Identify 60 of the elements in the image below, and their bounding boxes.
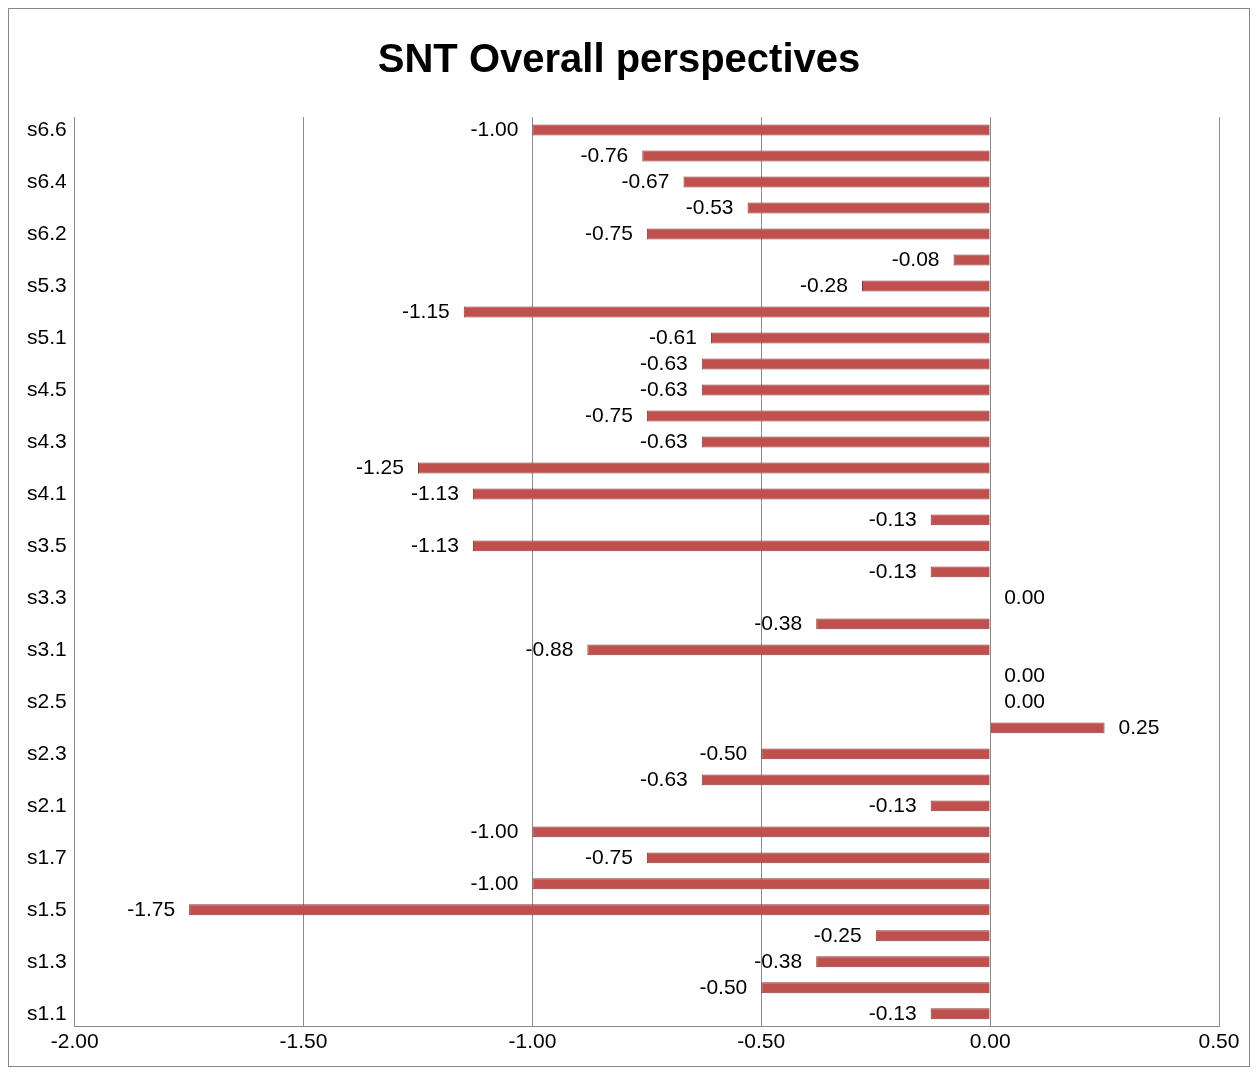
data-label: -1.25 xyxy=(356,454,404,478)
data-label: -0.75 xyxy=(584,220,633,244)
data-label: -0.50 xyxy=(699,740,748,764)
data-label: -0.67 xyxy=(621,168,670,192)
y-tick-label: s5.1 xyxy=(26,324,67,348)
data-label: -0.50 xyxy=(699,974,748,998)
data-label: -1.75 xyxy=(127,896,176,920)
x-tick-label: -0.50 xyxy=(737,1029,786,1053)
y-tick-label: s6.6 xyxy=(26,116,67,140)
data-label: -0.13 xyxy=(868,506,917,530)
data-label: -0.76 xyxy=(580,142,629,166)
data-label: -1.15 xyxy=(401,298,450,322)
y-tick-label: s3.5 xyxy=(26,532,67,556)
data-label: -1.00 xyxy=(470,870,519,894)
data-label: 0.00 xyxy=(1004,584,1046,608)
data-label: -1.00 xyxy=(470,116,519,140)
data-label: -1.00 xyxy=(470,818,519,842)
x-tick-label: 0.00 xyxy=(969,1029,1011,1053)
y-tick-label: s6.4 xyxy=(26,168,67,192)
y-tick-label: s1.3 xyxy=(26,948,67,972)
y-tick-label: s2.3 xyxy=(26,740,67,764)
data-label: -0.13 xyxy=(868,558,917,582)
y-tick-label: s3.1 xyxy=(26,636,67,660)
data-label: 0.00 xyxy=(1004,688,1046,712)
data-label: -0.38 xyxy=(754,610,803,634)
chart-title: SNT Overall perspectives xyxy=(377,36,861,81)
y-tick-label: s4.1 xyxy=(26,480,67,504)
y-tick-label: s4.3 xyxy=(26,428,67,452)
data-label: -0.63 xyxy=(639,376,688,400)
data-label: -0.63 xyxy=(639,350,688,374)
y-tick-label: s2.5 xyxy=(26,688,67,712)
data-label: -0.75 xyxy=(584,844,633,868)
data-label: -0.13 xyxy=(868,792,917,816)
y-tick-label: s4.5 xyxy=(26,376,67,400)
x-tick-label: -2.00 xyxy=(50,1029,99,1053)
x-tick-label: 0.50 xyxy=(1198,1029,1240,1053)
y-tick-label: s1.5 xyxy=(26,896,67,920)
data-label: -0.53 xyxy=(685,194,734,218)
data-label: -0.25 xyxy=(813,922,862,946)
data-label: 0.00 xyxy=(1004,662,1046,686)
data-label: -0.61 xyxy=(649,324,697,348)
y-tick-label: s5.3 xyxy=(26,272,67,296)
y-tick-label: s3.3 xyxy=(26,584,67,608)
y-tick-label: s1.1 xyxy=(26,1000,67,1024)
data-label: -0.13 xyxy=(868,1000,917,1024)
data-label: -0.63 xyxy=(639,428,688,452)
data-label: -0.08 xyxy=(891,246,940,270)
data-label: -0.28 xyxy=(800,272,848,296)
data-label: -1.13 xyxy=(411,532,459,556)
data-label: -1.13 xyxy=(411,480,459,504)
x-tick-label: -1.00 xyxy=(508,1029,557,1053)
data-label: -0.63 xyxy=(639,766,688,790)
data-label: -0.38 xyxy=(754,948,803,972)
data-label: 0.25 xyxy=(1118,714,1160,738)
data-label: -0.88 xyxy=(525,636,574,660)
y-tick-label: s6.2 xyxy=(26,220,67,244)
data-label: -0.75 xyxy=(584,402,633,426)
y-tick-label: s2.1 xyxy=(26,792,67,816)
x-tick-label: -1.50 xyxy=(279,1029,328,1053)
y-tick-label: s1.7 xyxy=(26,844,67,868)
